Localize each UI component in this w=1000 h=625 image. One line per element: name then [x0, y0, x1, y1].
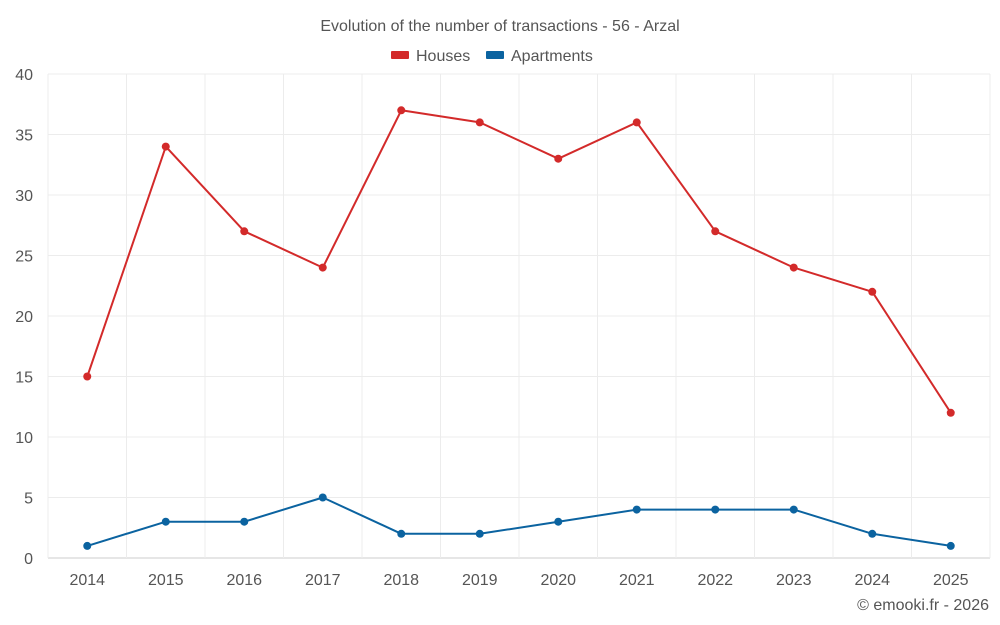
- data-point-houses-2025[interactable]: [946, 408, 955, 417]
- x-tick-label: 2018: [383, 572, 419, 589]
- x-tick-label: 2019: [462, 572, 498, 589]
- y-tick-label: 20: [15, 309, 33, 326]
- y-tick-label: 5: [24, 491, 33, 508]
- data-point-houses-2021[interactable]: [632, 118, 641, 127]
- chart-title: Evolution of the number of transactions …: [320, 18, 679, 35]
- x-tick-label: 2021: [619, 572, 655, 589]
- data-point-apartments-2021[interactable]: [632, 505, 641, 514]
- data-point-apartments-2025[interactable]: [946, 541, 955, 550]
- x-tick-label: 2014: [69, 572, 105, 589]
- data-point-houses-2022[interactable]: [711, 227, 720, 236]
- y-tick-label: 35: [15, 128, 33, 145]
- data-point-houses-2017[interactable]: [318, 263, 327, 272]
- y-tick-label: 15: [15, 370, 33, 387]
- y-tick-label: 0: [24, 551, 33, 568]
- data-point-apartments-2020[interactable]: [554, 517, 563, 526]
- x-axis: 2014 2015 2016 2017 2018 2019 2020 2021 2022 2023…: [69, 572, 968, 589]
- data-point-apartments-2018[interactable]: [397, 529, 406, 538]
- x-tick-label: 2015: [148, 572, 184, 589]
- copyright-footer: © emooki.fr - 2026: [857, 597, 989, 614]
- y-tick-label: 25: [15, 249, 33, 266]
- series-line-houses: [86, 109, 952, 414]
- data-point-apartments-2019[interactable]: [475, 529, 484, 538]
- series-line-apartments: [87, 496, 951, 547]
- data-point-houses-2024[interactable]: [868, 287, 877, 296]
- x-tick-label: 2017: [305, 572, 341, 589]
- x-tick-label: 2022: [697, 572, 733, 589]
- x-tick-label: 2020: [540, 572, 576, 589]
- data-point-apartments-2015[interactable]: [161, 517, 170, 526]
- data-point-apartments-2017[interactable]: [318, 493, 327, 502]
- data-point-houses-2014[interactable]: [83, 372, 92, 381]
- x-tick-label: 2016: [226, 572, 262, 589]
- x-tick-label: 2024: [854, 572, 890, 589]
- legend-swatch-houses: [391, 51, 409, 59]
- legend-label-houses[interactable]: Houses: [416, 48, 470, 65]
- data-point-apartments-2024[interactable]: [868, 529, 877, 538]
- x-tick-label: 2023: [776, 572, 812, 589]
- data-point-houses-2019[interactable]: [475, 118, 484, 127]
- y-tick-label: 10: [15, 430, 33, 447]
- data-point-houses-2018[interactable]: [397, 106, 406, 115]
- legend: Houses Apartments: [391, 48, 593, 65]
- data-point-houses-2016[interactable]: [240, 227, 249, 236]
- legend-swatch-apartments: [486, 51, 504, 59]
- y-tick-label: 30: [15, 188, 33, 205]
- x-tick-label: 2025: [933, 572, 969, 589]
- gridlines: [47, 73, 991, 559]
- y-tick-label: 40: [15, 67, 33, 84]
- legend-label-apartments[interactable]: Apartments: [511, 48, 593, 65]
- data-point-houses-2023[interactable]: [789, 263, 798, 272]
- data-point-apartments-2022[interactable]: [711, 505, 720, 514]
- data-point-apartments-2023[interactable]: [789, 505, 798, 514]
- data-point-houses-2020[interactable]: [554, 154, 563, 163]
- y-axis: 0 5 10 15 20 25 30 35 40: [15, 67, 33, 568]
- series-group: [83, 106, 955, 550]
- data-point-apartments-2014[interactable]: [83, 541, 92, 550]
- data-point-apartments-2016[interactable]: [240, 517, 249, 526]
- data-point-houses-2015[interactable]: [161, 142, 170, 151]
